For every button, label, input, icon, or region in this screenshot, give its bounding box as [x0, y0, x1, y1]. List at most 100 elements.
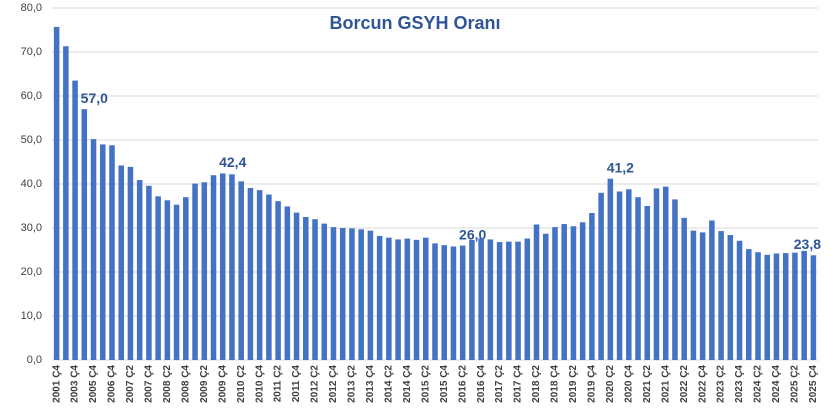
bar — [293, 212, 300, 360]
bar — [339, 228, 346, 360]
x-tick-label: 2020 Ç4 — [623, 365, 634, 403]
x-tick-label: 2013 Ç4 — [365, 365, 376, 403]
x-tick-label: 2018 Ç2 — [531, 365, 542, 403]
bar — [238, 181, 244, 360]
bar — [782, 253, 789, 360]
x-tick-label: 2009 Ç2 — [199, 365, 210, 403]
x-tick-label: 2014 Ç4 — [402, 365, 413, 403]
x-tick-label: 2014 Ç2 — [383, 365, 394, 403]
x-tick-label: 2010 Ç4 — [254, 365, 265, 403]
bar — [764, 254, 771, 360]
bar — [284, 206, 291, 360]
x-tick-label: 2016 Ç4 — [476, 365, 487, 403]
bar — [312, 219, 318, 360]
bar — [626, 189, 632, 360]
bar — [303, 217, 309, 360]
bar — [644, 206, 651, 360]
bar — [478, 238, 484, 360]
x-tick-label: 2019 Ç2 — [568, 365, 579, 403]
x-tick-label: 2013 Ç2 — [347, 365, 358, 403]
bar — [183, 197, 189, 360]
bar — [266, 194, 272, 360]
bar — [99, 144, 106, 360]
bar — [256, 190, 263, 360]
bar — [367, 230, 374, 360]
x-tick-label: 2016 Ç2 — [457, 365, 468, 403]
bar — [90, 139, 97, 360]
x-tick-label: 2012 Ç4 — [328, 365, 339, 403]
bar — [118, 165, 124, 360]
x-tick-label: 2009 Ç4 — [217, 365, 228, 403]
y-tick-label: 70,0 — [21, 46, 42, 58]
x-tick-label: 2022 Ç4 — [697, 365, 708, 403]
bar — [146, 185, 152, 360]
bar — [792, 252, 798, 360]
x-tick-label: 2010 Ç2 — [236, 365, 247, 403]
bar — [358, 229, 364, 360]
bar — [210, 175, 217, 360]
bar — [109, 145, 115, 360]
x-tick-label: 2008 Ç2 — [162, 365, 173, 403]
y-tick-label: 0,0 — [27, 354, 42, 366]
bar — [164, 200, 171, 360]
bar — [681, 217, 687, 360]
x-tick-label: 2025 Ç4 — [808, 365, 819, 403]
bar — [506, 241, 512, 360]
bar — [219, 173, 226, 360]
bar — [542, 233, 549, 360]
bar — [736, 240, 743, 360]
x-tick-label: 2003 Ç4 — [70, 365, 81, 403]
bar — [810, 255, 817, 360]
x-tick-label: 2024 Ç4 — [771, 365, 782, 403]
x-tick-label: 2011 Ç4 — [291, 365, 302, 403]
bar — [616, 191, 623, 360]
bar — [709, 220, 715, 360]
bar — [136, 180, 143, 360]
x-tick-label: 2008 Ç4 — [180, 365, 191, 403]
bar — [496, 242, 503, 360]
y-tick-label: 20,0 — [21, 266, 42, 278]
chart-title: Borcun GSYH Oranı — [329, 13, 500, 33]
bar — [579, 222, 586, 360]
x-tick-label: 2001 Ç4 — [51, 365, 62, 403]
bar — [662, 186, 669, 360]
bar — [746, 249, 752, 360]
bar — [72, 80, 78, 360]
x-tick-label: 2021 Ç4 — [660, 365, 671, 403]
bar — [432, 243, 438, 360]
bar — [727, 235, 734, 360]
bar — [801, 250, 807, 360]
x-tick-label: 2020 Ç2 — [605, 365, 616, 403]
bar — [524, 238, 531, 360]
bar — [635, 197, 641, 360]
x-tick-label: 2012 Ç2 — [310, 365, 321, 403]
y-tick-label: 80,0 — [21, 2, 42, 14]
x-tick-label: 2023 Ç2 — [716, 365, 727, 403]
bar — [570, 226, 577, 360]
bar — [459, 245, 466, 360]
x-tick-label: 2005 Ç4 — [88, 365, 99, 403]
x-tick-label: 2007 Ç2 — [125, 365, 136, 403]
bar — [487, 239, 494, 360]
x-tick-label: 2007 Ç4 — [144, 365, 155, 403]
y-tick-label: 30,0 — [21, 222, 42, 234]
bar — [690, 230, 697, 360]
x-tick-label: 2022 Ç2 — [679, 365, 690, 403]
x-tick-label: 2017 Ç4 — [513, 365, 524, 403]
bar — [450, 246, 457, 360]
bar — [755, 252, 761, 360]
bar — [653, 188, 660, 360]
bar — [598, 192, 604, 360]
bar — [441, 245, 447, 360]
x-tick-label: 2015 Ç2 — [420, 365, 431, 403]
bar — [395, 239, 401, 360]
bar — [561, 224, 567, 360]
y-tick-label: 50,0 — [21, 134, 42, 146]
data-label: 41,2 — [607, 159, 634, 175]
bar — [718, 231, 724, 360]
bar — [672, 199, 678, 360]
bar — [247, 187, 254, 360]
x-tick-label: 2011 Ç2 — [273, 365, 284, 403]
bar — [192, 183, 198, 360]
bar — [63, 46, 69, 360]
